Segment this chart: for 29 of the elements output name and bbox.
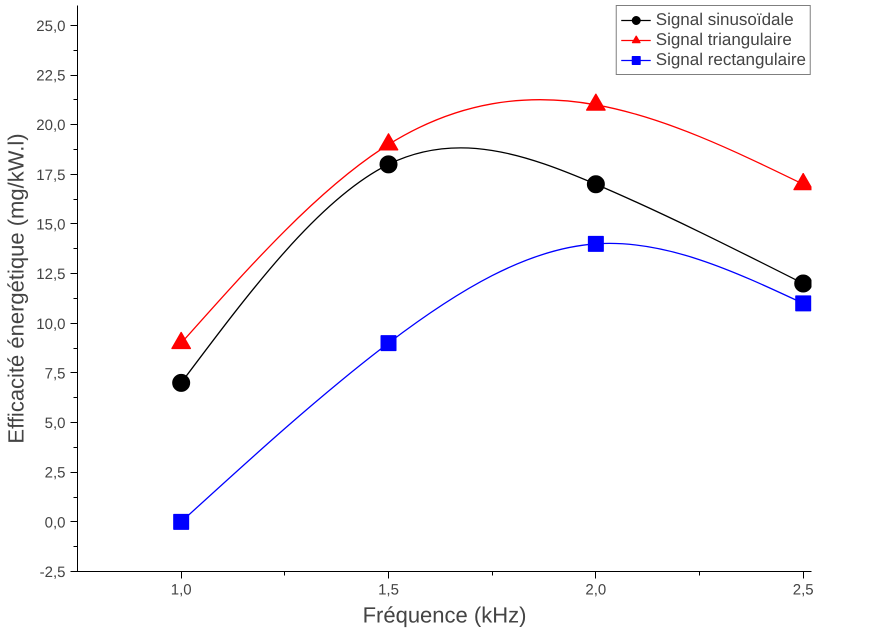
y-tick-label: 0,0	[44, 514, 66, 532]
y-axis-title: Efficacité énergétique (mg/kW.l)	[3, 133, 28, 444]
y-tick-label: 10,0	[36, 316, 66, 333]
point	[380, 335, 397, 352]
point	[795, 295, 812, 312]
x-axis-title: Fréquence (kHz)	[362, 602, 526, 628]
legend-label: Signal sinusoïdale	[656, 10, 794, 30]
y-tick-label: 22,5	[36, 68, 66, 85]
y-tick-label: 17,5	[36, 166, 66, 184]
y-tick-label: 25,0	[36, 18, 66, 35]
point	[794, 274, 812, 293]
y-tick-label: 2,5	[44, 464, 66, 482]
y-tick-label: 15,0	[36, 216, 66, 234]
y-tick-label: -2,5	[40, 564, 66, 581]
x-tick-label: 1,0	[170, 582, 192, 598]
x-tick-label: 2,5	[792, 582, 814, 598]
legend-label: Signal triangulaire	[656, 30, 792, 50]
point	[172, 374, 190, 392]
x-tick-label: 2,0	[585, 582, 606, 598]
y-tick-label: 20,0	[36, 117, 66, 134]
point	[586, 175, 605, 194]
point	[380, 155, 398, 174]
point	[588, 236, 604, 252]
point	[173, 514, 190, 530]
y-tick-label: 7,5	[44, 365, 66, 382]
y-tick-label: 5,0	[44, 415, 66, 432]
x-tick-label: 1,5	[378, 582, 399, 598]
legend-label: Signal rectangulaire	[656, 50, 806, 70]
y-tick-label: 12,5	[36, 266, 66, 284]
